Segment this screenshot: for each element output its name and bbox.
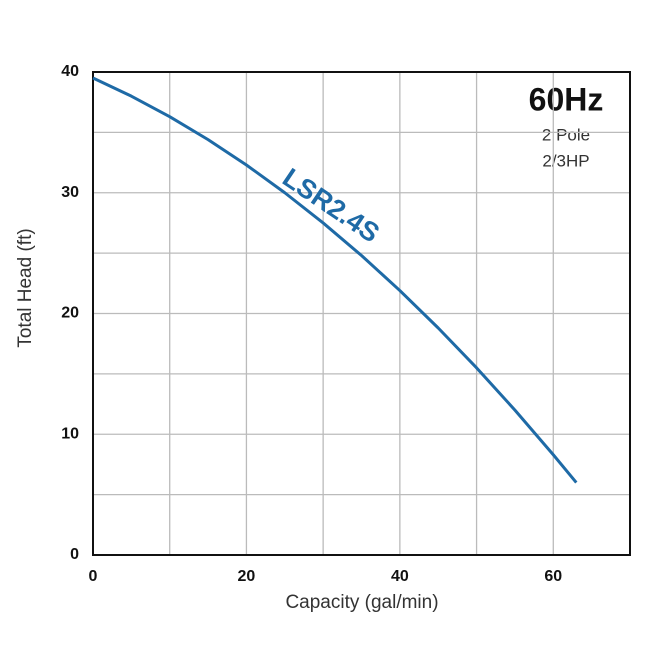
series-line xyxy=(92,76,578,484)
y-axis-title: Total Head (ft) xyxy=(15,228,36,347)
chart-title: 60Hz xyxy=(529,81,604,117)
series-label: LSR2.4S xyxy=(277,162,385,248)
x-tick-label: 20 xyxy=(238,568,256,585)
annotation: 2/3HP xyxy=(542,151,589,170)
annotation: 2 Pole xyxy=(542,125,590,144)
y-tick-label: 30 xyxy=(61,184,79,201)
y-tick-label: 40 xyxy=(61,63,79,80)
x-tick-label: 0 xyxy=(89,568,98,585)
plot-frame xyxy=(92,71,631,556)
x-tick-label: 40 xyxy=(391,568,409,585)
x-axis-title: Capacity (gal/min) xyxy=(285,592,438,613)
y-tick-label: 20 xyxy=(61,305,79,322)
x-tick-label: 60 xyxy=(544,568,562,585)
y-tick-label: 10 xyxy=(61,425,79,442)
y-tick-label: 0 xyxy=(70,546,79,563)
